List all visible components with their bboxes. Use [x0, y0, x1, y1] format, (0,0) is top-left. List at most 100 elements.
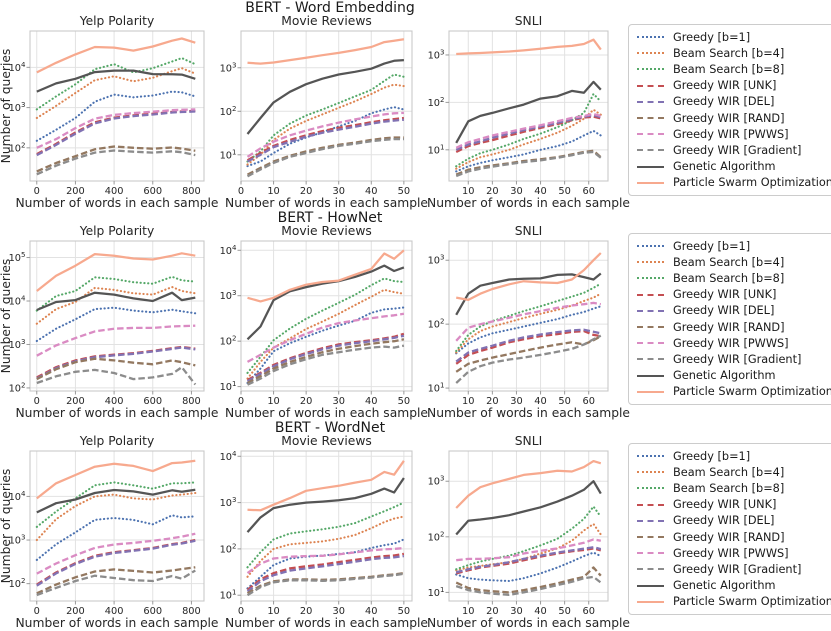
legend-line-sample: [637, 326, 664, 329]
legend-label: Greedy [b=1]: [673, 449, 751, 463]
svg-text:20: 20: [300, 186, 312, 197]
svg-text:30: 30: [510, 396, 522, 407]
svg-text:50: 50: [558, 606, 570, 617]
svg-text:40: 40: [534, 606, 546, 617]
svg-text:105: 105: [9, 251, 26, 264]
svg-text:200: 200: [66, 396, 85, 407]
legend-entry: Beam Search [b=4]: [637, 45, 831, 61]
legend-label: Genetic Algorithm: [673, 579, 776, 593]
svg-text:Number of words in each sample: Number of words in each sample: [225, 196, 428, 210]
legend-line-sample: [637, 245, 664, 248]
legend-label: Beam Search [b=8]: [673, 271, 785, 285]
legend-entry: Greedy [b=1]: [637, 448, 831, 464]
svg-text:10: 10: [462, 396, 474, 407]
svg-text:0: 0: [34, 396, 40, 407]
svg-text:60: 60: [582, 396, 594, 407]
row-group-title-1: BERT - Word Embedding: [245, 0, 415, 16]
chart-word-embedding-snli: 10 20 30 40 50 60 101 102 103 SNLI Number of words…: [427, 0, 630, 211]
svg-text:Number of words in each sample: Number of words in each sample: [225, 616, 428, 630]
legend-line-sample: [637, 342, 664, 345]
svg-text:102: 102: [220, 105, 237, 118]
svg-text:Number of words in each sample: Number of words in each sample: [427, 616, 630, 630]
svg-text:40: 40: [534, 396, 546, 407]
legend-line-sample: [637, 117, 664, 120]
legend-label: Greedy WIR [RAND]: [673, 111, 785, 125]
svg-text:103: 103: [9, 534, 26, 547]
svg-text:Number of words in each sample: Number of words in each sample: [15, 406, 218, 420]
svg-text:101: 101: [220, 589, 237, 602]
svg-text:104: 104: [9, 294, 26, 307]
svg-text:104: 104: [220, 244, 237, 257]
legend-label: Greedy WIR [Gradient]: [673, 143, 802, 157]
legend-label: Greedy [b=1]: [673, 239, 751, 253]
svg-text:30: 30: [510, 186, 522, 197]
svg-text:50: 50: [398, 186, 410, 197]
legend-label: Greedy WIR [RAND]: [673, 530, 785, 544]
legend-line-sample: [637, 293, 664, 296]
legend-label: Greedy WIR [RAND]: [673, 320, 785, 334]
svg-text:20: 20: [300, 606, 312, 617]
svg-text:600: 600: [143, 396, 162, 407]
svg-text:SNLI: SNLI: [515, 224, 542, 238]
svg-text:103: 103: [9, 101, 26, 114]
svg-text:200: 200: [66, 606, 85, 617]
legend-label: Particle Swarm Optimization: [673, 176, 831, 190]
svg-text:30: 30: [332, 606, 344, 617]
chart-hownet-movie-reviews: 0 10 20 30 40 50 101 102 103 104 Movie Reviews Numb…: [220, 210, 430, 421]
svg-text:40: 40: [365, 186, 377, 197]
legend-label: Beam Search [b=4]: [673, 465, 785, 479]
svg-text:104: 104: [9, 490, 26, 503]
legend-line-sample: [637, 552, 664, 555]
legend-label: Greedy WIR [PWWS]: [673, 546, 789, 560]
chart-hownet-snli: 10 20 30 40 50 60 101 102 103 SNLI Number of words…: [427, 210, 630, 421]
svg-text:SNLI: SNLI: [515, 14, 542, 28]
legend-entry: Greedy WIR [RAND]: [637, 110, 831, 126]
legend-line-sample: [637, 536, 664, 539]
svg-text:103: 103: [428, 254, 445, 267]
svg-text:103: 103: [428, 48, 445, 61]
svg-text:Number of queries: Number of queries: [0, 469, 13, 584]
legend-entry: Greedy WIR [UNK]: [637, 497, 831, 513]
svg-text:50: 50: [558, 186, 570, 197]
svg-text:20: 20: [486, 186, 498, 197]
chart-hownet-yelp-polarity: 0 200 400 600 800 102 103 104 105 Yelp Polarity Nu…: [0, 210, 230, 421]
legend-line-sample: [637, 133, 664, 136]
svg-text:40: 40: [365, 606, 377, 617]
svg-text:0: 0: [238, 606, 244, 617]
legend-row1: Greedy [b=1] Beam Search [b=4] Beam Search…: [628, 24, 831, 196]
legend-entry: Greedy WIR [Gradient]: [637, 142, 831, 158]
svg-text:Yelp Polarity: Yelp Polarity: [79, 434, 155, 448]
chart-wordnet-movie-reviews: 0 10 20 30 40 50 101 102 103 104 Movie Reviews Numb…: [220, 420, 430, 631]
svg-text:10: 10: [462, 606, 474, 617]
legend-entry: Genetic Algorithm: [637, 578, 831, 594]
legend-entry: Greedy WIR [Gradient]: [637, 561, 831, 577]
svg-text:103: 103: [220, 496, 237, 509]
svg-text:10: 10: [267, 396, 279, 407]
svg-text:102: 102: [220, 542, 237, 555]
svg-text:600: 600: [143, 606, 162, 617]
legend-line-sample: [637, 390, 664, 393]
svg-text:103: 103: [220, 289, 237, 302]
row-group-title-2: BERT - HowNet: [277, 210, 383, 226]
svg-text:10: 10: [267, 606, 279, 617]
svg-text:103: 103: [428, 475, 445, 488]
svg-text:50: 50: [558, 396, 570, 407]
chart-wordnet-snli: 10 20 30 40 50 60 101 102 103 SNLI Number of words…: [427, 420, 630, 631]
svg-text:Number of queries: Number of queries: [0, 49, 13, 164]
legend-entry: Greedy WIR [RAND]: [637, 529, 831, 545]
legend-line-sample: [637, 455, 664, 458]
svg-text:Yelp Polarity: Yelp Polarity: [79, 224, 155, 238]
legend-entry: Greedy WIR [DEL]: [637, 303, 831, 319]
legend-label: Particle Swarm Optimization: [673, 595, 831, 609]
legend-line-sample: [637, 181, 664, 184]
svg-text:103: 103: [9, 338, 26, 351]
legend-entry: Greedy WIR [PWWS]: [637, 126, 831, 142]
legend-row3: Greedy [b=1] Beam Search [b=4] Beam Search…: [628, 443, 831, 615]
svg-text:800: 800: [182, 396, 201, 407]
svg-text:800: 800: [182, 606, 201, 617]
svg-text:10: 10: [267, 186, 279, 197]
legend-line-sample: [637, 503, 664, 506]
svg-text:Number of words in each sample: Number of words in each sample: [427, 406, 630, 420]
legend-line-sample: [637, 600, 664, 603]
